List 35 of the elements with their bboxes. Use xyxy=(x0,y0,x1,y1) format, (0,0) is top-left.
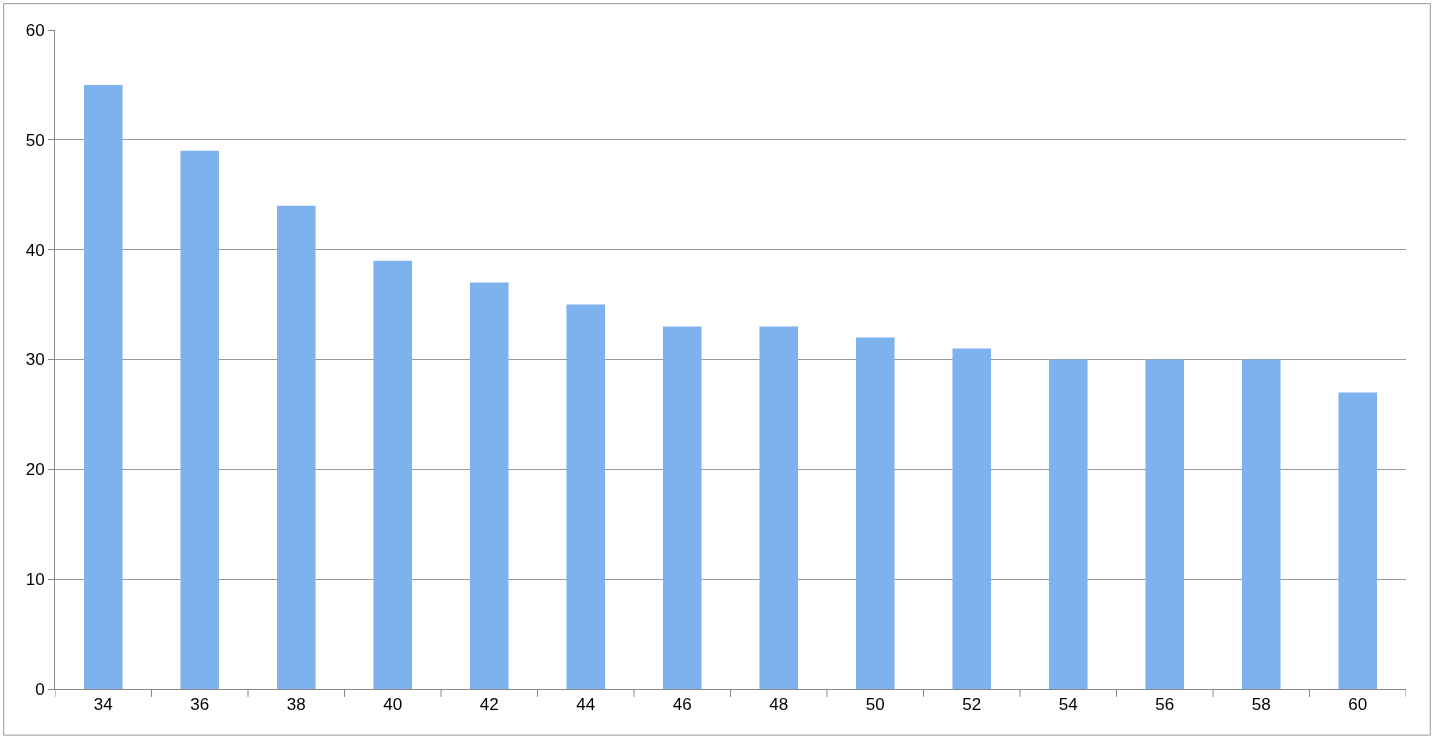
bar xyxy=(373,260,413,689)
x-tick-label: 36 xyxy=(190,695,210,715)
y-tick-label: 0 xyxy=(35,679,45,699)
bar xyxy=(1145,359,1185,689)
bar xyxy=(566,304,606,689)
bar xyxy=(952,348,992,689)
x-tick-label: 34 xyxy=(93,695,113,715)
x-tick-label: 42 xyxy=(479,695,499,715)
bar xyxy=(1338,392,1378,689)
x-tick-label: 40 xyxy=(383,695,403,715)
bar xyxy=(276,205,316,689)
bar xyxy=(469,282,509,689)
x-tick-label: 54 xyxy=(1058,695,1078,715)
bar xyxy=(759,326,799,689)
bar xyxy=(662,326,702,689)
bar xyxy=(180,150,220,689)
bar xyxy=(855,337,895,689)
x-tick-label: 50 xyxy=(865,695,885,715)
y-tick-label: 10 xyxy=(25,570,45,590)
x-tick-label: 38 xyxy=(286,695,306,715)
y-tick-label: 60 xyxy=(25,20,45,40)
bar xyxy=(1241,359,1281,689)
x-tick-label: 44 xyxy=(576,695,596,715)
x-tick-label: 48 xyxy=(769,695,789,715)
y-tick-label: 40 xyxy=(25,240,45,260)
bar xyxy=(83,84,123,689)
x-tick-label: 46 xyxy=(672,695,692,715)
y-tick-label: 50 xyxy=(25,130,45,150)
x-tick-label: 58 xyxy=(1251,695,1271,715)
x-tick-label: 52 xyxy=(962,695,982,715)
y-tick-label: 20 xyxy=(25,460,45,480)
bar xyxy=(1048,359,1088,689)
x-tick-label: 60 xyxy=(1348,695,1368,715)
x-tick-label: 56 xyxy=(1155,695,1175,715)
y-tick-label: 30 xyxy=(25,350,45,370)
